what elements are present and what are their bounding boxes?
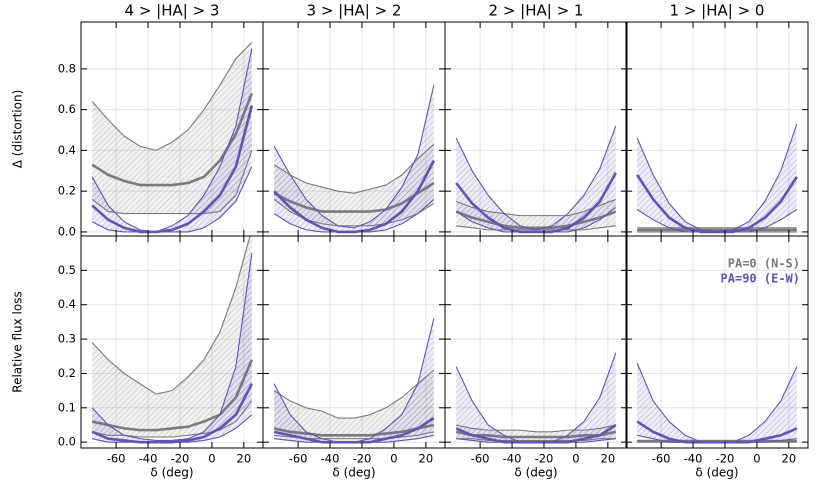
legend-entry: PA=0 (N-S) (728, 257, 800, 271)
y-tick-label: 0.5 (58, 263, 76, 277)
x-tick-label: -60 (107, 452, 126, 466)
median-line (636, 174, 798, 234)
bound-line (91, 166, 253, 233)
panel (263, 22, 445, 236)
x-axis-label: δ (deg) (332, 466, 375, 480)
column-title: 2 > |HA| > 1 (489, 2, 584, 20)
x-tick-label: 0 (753, 452, 760, 466)
panel (81, 236, 263, 448)
panel (263, 236, 445, 448)
x-tick-label: -20 (353, 452, 372, 466)
x-tick-label: 20 (419, 452, 434, 466)
bound-line (273, 143, 435, 194)
median-line (91, 383, 253, 444)
y-tick-label: 0.0 (58, 435, 76, 449)
y-tick-label: 0.1 (58, 400, 76, 414)
x-tick-label: -40 (139, 452, 158, 466)
y-tick-label: 0.4 (58, 143, 76, 157)
panel (626, 22, 808, 236)
x-tick-label: -20 (171, 452, 190, 466)
bound-line (455, 125, 617, 231)
panel (626, 236, 808, 448)
band-hatch (92, 42, 252, 214)
panel (445, 22, 627, 236)
band-hatch (92, 236, 252, 438)
y-tick-label: 0.2 (58, 366, 76, 380)
panel (445, 236, 627, 448)
x-tick-label: 0 (390, 452, 397, 466)
x-tick-label: 20 (237, 452, 252, 466)
y-tick-label: 0.8 (58, 61, 76, 75)
x-tick-label: -40 (684, 452, 703, 466)
column-title: 4 > |HA| > 3 (125, 2, 220, 20)
band-hatch (92, 253, 252, 443)
x-tick-label: -40 (321, 452, 340, 466)
legend-entry: PA=90 (E-W) (721, 272, 800, 286)
x-tick-label: 20 (601, 452, 616, 466)
y-tick-label: 0.4 (58, 297, 76, 311)
median-line (455, 172, 617, 234)
x-axis-label: δ (deg) (695, 466, 738, 480)
x-tick-label: -60 (652, 452, 671, 466)
panel (81, 22, 263, 236)
y-tick-label: 0.2 (58, 184, 76, 198)
x-axis-label: δ (deg) (150, 466, 193, 480)
median-line (636, 420, 798, 444)
x-axis-label: δ (deg) (514, 466, 557, 480)
band-hatch (274, 85, 434, 232)
panel-frame (444, 235, 628, 449)
bound-line (91, 253, 253, 441)
x-tick-label: -40 (503, 452, 522, 466)
column-title: 1 > |HA| > 0 (670, 2, 765, 20)
bound-line (91, 41, 253, 151)
bound-line (91, 236, 251, 395)
band-hatch (456, 352, 616, 443)
y-axis-label: Relative flux loss (11, 291, 25, 392)
band-hatch (456, 125, 616, 232)
x-tick-label: -60 (471, 452, 490, 466)
x-tick-label: 0 (208, 452, 215, 466)
bound-line (91, 48, 253, 233)
y-tick-label: 0.3 (58, 332, 76, 346)
x-tick-label: -60 (289, 452, 308, 466)
x-tick-label: 20 (782, 452, 797, 466)
y-tick-label: 0.6 (58, 102, 76, 116)
y-tick-label: 0.0 (58, 224, 76, 238)
bound-line (273, 85, 435, 229)
band-hatch (92, 48, 252, 232)
x-tick-label: -20 (535, 452, 554, 466)
column-title: 3 > |HA| > 2 (307, 2, 402, 20)
median-line (273, 417, 435, 444)
x-tick-label: 0 (572, 452, 579, 466)
panel-frame (625, 235, 809, 449)
median-line (91, 105, 254, 234)
median-line (455, 423, 617, 444)
bound-line (273, 369, 435, 419)
x-tick-label: -20 (716, 452, 735, 466)
median-line (273, 159, 435, 234)
y-axis-label: Δ (distortion) (11, 90, 25, 169)
